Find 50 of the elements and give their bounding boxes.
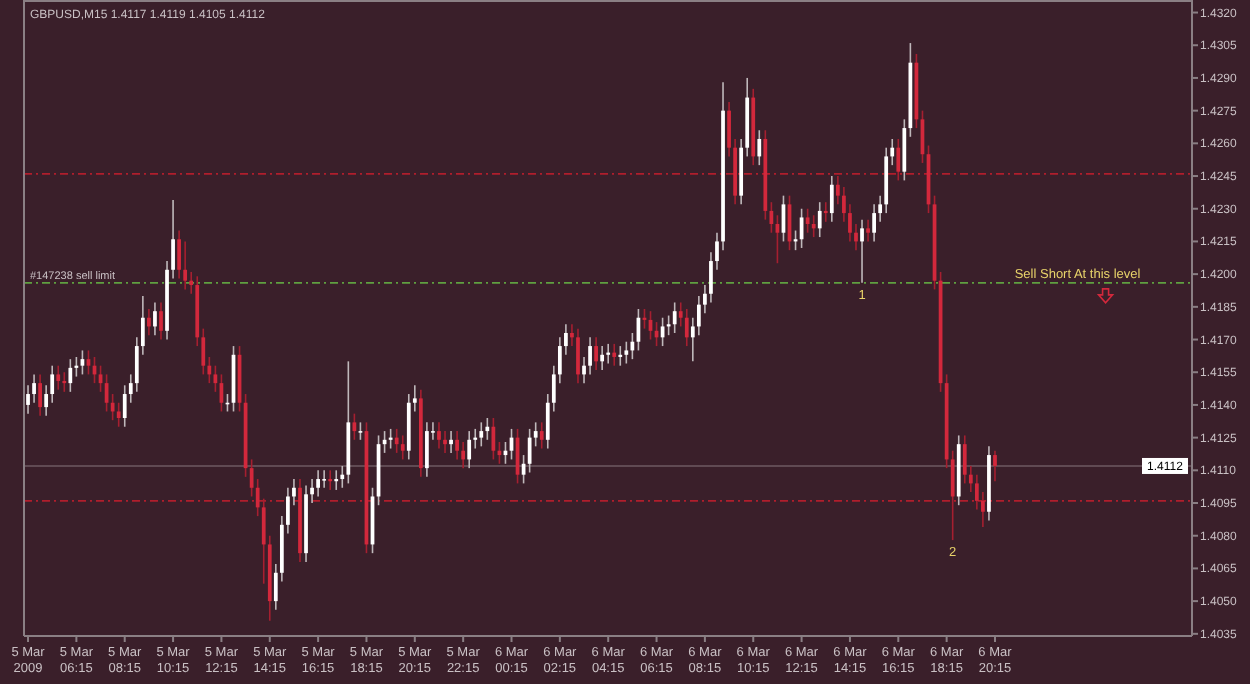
- candlestick: [38, 373, 42, 417]
- candlestick: [902, 118, 907, 182]
- candlestick: [672, 301, 677, 334]
- candlestick: [479, 421, 484, 448]
- candlestick: [153, 301, 157, 336]
- candlestick: [443, 430, 447, 454]
- candlestick: [757, 129, 762, 166]
- candlestick: [811, 214, 816, 238]
- candlestick: [110, 393, 115, 421]
- candlestick: [485, 417, 490, 441]
- candlestick: [334, 469, 339, 491]
- candlestick: [455, 430, 459, 461]
- candlestick: [866, 218, 870, 243]
- candlestick: [539, 421, 544, 450]
- candlestick: [406, 393, 411, 461]
- candlestick: [394, 428, 399, 454]
- candlestick: [449, 430, 453, 454]
- candlestick: [823, 201, 828, 223]
- candlestick: [467, 430, 472, 469]
- candlestick: [860, 218, 864, 284]
- candlestick: [328, 469, 333, 491]
- candlestick: [594, 336, 598, 371]
- candlestick: [684, 308, 689, 347]
- candlestick: [322, 469, 327, 489]
- candlestick: [316, 469, 320, 498]
- candlestick: [624, 340, 629, 365]
- candlestick: [962, 434, 967, 485]
- candlestick: [600, 345, 605, 371]
- candlestick: [884, 146, 889, 214]
- candlestick: [576, 327, 580, 384]
- candlestick: [116, 401, 121, 428]
- candlestick: [829, 175, 834, 223]
- candlestick: [62, 371, 67, 393]
- candlestick: [400, 434, 405, 461]
- candlestick: [68, 358, 73, 393]
- candlestick: [805, 207, 810, 234]
- candlestick: [612, 343, 617, 367]
- candlestick: [527, 428, 532, 474]
- candlestick: [388, 428, 393, 450]
- candlestick: [993, 449, 997, 483]
- candlestick: [817, 201, 822, 238]
- candlestick: [425, 421, 429, 478]
- candlestick: [872, 203, 876, 243]
- candlestick: [56, 364, 61, 391]
- candlestick: [147, 308, 151, 336]
- candlestick: [437, 421, 441, 450]
- candlestick: [606, 343, 611, 365]
- candlestick: [618, 345, 623, 367]
- candlestick: [159, 301, 163, 341]
- candlestick: [588, 336, 592, 376]
